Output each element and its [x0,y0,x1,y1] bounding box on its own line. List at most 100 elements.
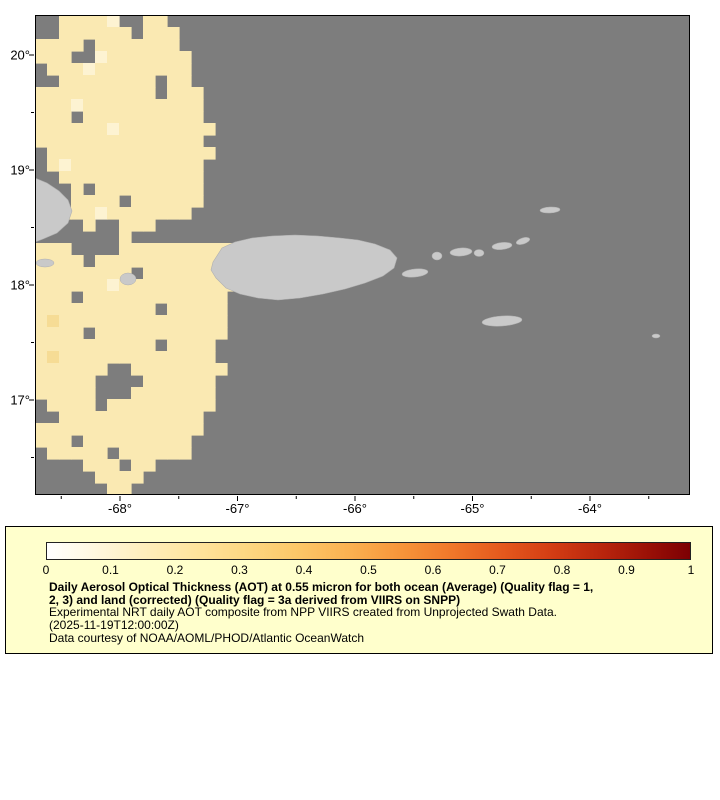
island-culebra [431,251,443,261]
aot-cell [35,291,48,304]
aot-cell [191,195,204,208]
aot-cell [143,207,156,220]
longitude-label: -67° [225,501,250,516]
aot-cell [179,99,192,112]
aot-cell [59,279,72,292]
aot-cell [83,423,96,436]
aot-cell [59,387,72,400]
aot-cell [71,87,84,100]
aot-cell [107,339,120,352]
aot-cell [167,147,180,160]
land-puerto-rico [210,234,398,301]
colorbar-tick-label: 0.5 [360,563,377,577]
aot-cell [83,351,96,364]
aot-cell [59,243,72,256]
aot-cell [179,447,192,460]
aot-cell [95,423,108,436]
aot-cell [71,195,84,208]
aot-cell [119,63,132,76]
map-border [35,15,690,495]
aot-cell [47,315,60,328]
aot-cell [71,135,84,148]
aot-cell [167,63,180,76]
aot-cell [35,51,48,64]
aot-cell [107,435,120,448]
aot-cell [107,255,120,268]
aot-cell [131,99,144,112]
aot-cell [107,207,120,220]
aot-cell [119,399,132,412]
aot-cell [83,99,96,112]
aot-cell [59,99,72,112]
aot-cell [131,471,144,484]
aot-cell [71,183,84,196]
aot-cell [95,75,108,88]
aot-cell [191,135,204,148]
aot-cell [107,159,120,172]
latitude-label: 17° [10,392,30,408]
aot-cell [143,459,156,472]
aot-cell [143,51,156,64]
aot-cell [179,51,192,64]
aot-cell [119,111,132,124]
aot-cell [95,447,108,460]
aot-cell [59,375,72,388]
aot-cell [95,339,108,352]
longitude-axis: -68° -67° -66° -65° -64° [0,501,720,519]
aot-cell [71,123,84,136]
aot-cell [119,123,132,136]
island-small-cay-east [651,333,661,339]
aot-cell [191,327,204,340]
aot-cell [95,291,108,304]
aot-cell [47,51,60,64]
aot-cell [119,51,132,64]
aot-cell [203,339,216,352]
aot-cell [83,387,96,400]
aot-cell [155,111,168,124]
aot-cell [191,243,204,256]
aot-cell [107,183,120,196]
aot-cell [155,363,168,376]
island-saona [35,258,55,268]
aot-cell [47,435,60,448]
colorbar-tick-label: 0.7 [489,563,506,577]
aot-cell [179,267,192,280]
aot-cell [71,399,84,412]
aot-cell [95,315,108,328]
colorbar-tick-label: 0 [42,563,50,577]
aot-cell [155,351,168,364]
aot-cell [47,375,60,388]
aot-cell [167,87,180,100]
aot-cell [47,267,60,280]
aot-cell [95,471,108,484]
aot-cell [155,447,168,460]
aot-cell [143,75,156,88]
aot-cell [83,15,96,28]
aot-cell [119,135,132,148]
aot-cell [71,63,84,76]
aot-cell [179,255,192,268]
aot-cell [47,147,60,160]
aot-cell [131,447,144,460]
aot-cell [71,159,84,172]
aot-cell [35,363,48,376]
aot-cell [179,243,192,256]
aot-cell [95,207,108,220]
aot-cell [155,279,168,292]
aot-cell [59,75,72,88]
aot-cell [143,123,156,136]
aot-cell [167,399,180,412]
aot-cell [155,99,168,112]
aot-cell [95,195,108,208]
aot-cell [203,123,216,136]
island-st-thomas [449,247,473,257]
aot-cell [179,75,192,88]
aot-cell [95,411,108,424]
aot-cell [179,147,192,160]
aot-cell [83,459,96,472]
aot-cell [107,411,120,424]
aot-cell [203,351,216,364]
aot-cell [95,123,108,136]
aot-cell [107,63,120,76]
aot-cell [35,327,48,340]
